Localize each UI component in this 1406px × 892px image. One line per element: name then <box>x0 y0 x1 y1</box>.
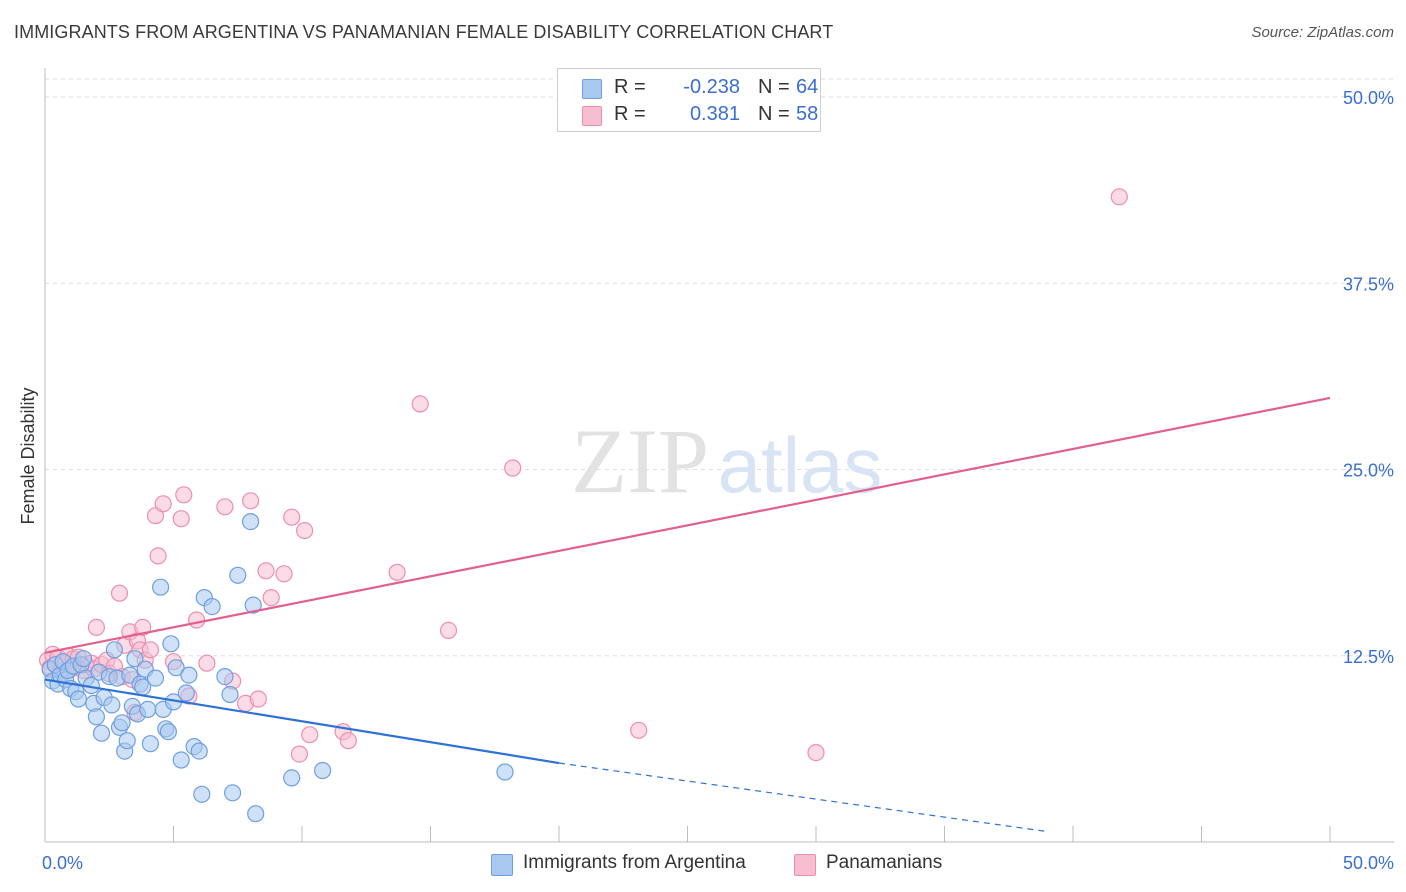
data-point-panamanians <box>141 641 159 659</box>
data-point-panamanians <box>154 495 172 513</box>
data-point-argentina <box>105 641 124 659</box>
legend-swatch-blue <box>491 854 513 876</box>
gridlines <box>45 78 1394 657</box>
data-point-panamanians <box>188 611 206 629</box>
data-point-argentina <box>247 805 265 823</box>
data-point-argentina <box>216 667 234 686</box>
data-point-argentina <box>244 596 262 614</box>
y-tick-label: 37.5% <box>1343 274 1394 294</box>
data-point-argentina <box>193 785 211 803</box>
data-point-argentina <box>229 566 247 584</box>
data-point-panamanians <box>216 498 234 516</box>
watermark-zip: ZIP <box>571 410 709 512</box>
data-point-panamanians <box>807 743 825 762</box>
data-point-argentina <box>496 763 514 781</box>
data-point-panamanians <box>439 621 458 640</box>
data-point-panamanians <box>87 618 106 637</box>
data-point-argentina <box>190 742 208 760</box>
data-point-argentina <box>141 735 159 753</box>
data-point-panamanians <box>339 732 357 750</box>
data-point-argentina <box>283 769 301 787</box>
tick-labels: 12.5% 25.0% 37.5% 50.0% 0.0% 50.0% <box>42 88 1394 873</box>
trendline-argentina-extrapolated <box>558 762 1048 833</box>
data-point-panamanians <box>172 510 190 528</box>
data-point-argentina <box>159 723 177 741</box>
r-value: 0.381 <box>689 103 740 125</box>
trendlines <box>44 396 1331 833</box>
r-label: R = <box>614 103 646 125</box>
data-point-argentina <box>167 659 185 677</box>
data-point-panamanians <box>249 690 267 708</box>
data-point-argentina <box>180 666 198 684</box>
r-value: -0.238 <box>683 76 740 98</box>
legend-label: Immigrants from Argentina <box>523 852 746 873</box>
watermark-atlas: atlas <box>718 421 883 509</box>
data-point-panamanians <box>175 486 193 504</box>
data-point-argentina <box>87 708 106 726</box>
data-point-panamanians <box>283 508 301 526</box>
data-point-argentina <box>177 684 195 702</box>
data-point-argentina <box>103 696 121 714</box>
watermark: ZIP atlas <box>571 410 882 512</box>
data-point-argentina <box>139 700 157 719</box>
data-point-argentina <box>146 669 165 687</box>
data-point-panamanians <box>290 745 308 763</box>
data-point-argentina <box>152 578 170 596</box>
data-point-argentina <box>172 751 190 769</box>
data-point-panamanians <box>630 721 648 739</box>
data-point-panamanians <box>242 492 260 510</box>
legend-swatch-pink <box>582 106 602 126</box>
data-point-panamanians <box>1110 188 1128 206</box>
correlation-legend: R = -0.238 N = 64 R = 0.381 N = 58 <box>557 68 821 132</box>
r-label: R = <box>614 76 646 98</box>
data-point-argentina <box>69 690 88 708</box>
y-tick-label: 50.0% <box>1343 88 1394 108</box>
data-point-panamanians <box>411 395 429 413</box>
data-point-panamanians <box>110 584 129 602</box>
data-point-panamanians <box>275 565 293 583</box>
data-point-panamanians <box>301 726 319 744</box>
legend-swatch-blue <box>582 79 602 99</box>
data-point-panamanians <box>257 562 275 580</box>
data-point-panamanians <box>134 618 152 637</box>
data-point-argentina <box>162 635 180 653</box>
n-value: 58 <box>796 103 819 125</box>
source-credit: Source: ZipAtlas.com <box>1251 24 1394 41</box>
chart-title: IMMIGRANTS FROM ARGENTINA VS PANAMANIAN … <box>14 22 834 42</box>
data-point-argentina <box>118 732 136 750</box>
data-point-panamanians <box>146 507 165 525</box>
data-point-argentina <box>74 650 93 668</box>
series-argentina <box>41 512 514 823</box>
data-point-panamanians <box>149 547 167 565</box>
legend-swatch-pink <box>794 854 816 876</box>
n-value: 64 <box>796 76 819 98</box>
y-tick-label: 12.5% <box>1343 647 1394 667</box>
data-point-panamanians <box>296 521 314 540</box>
data-point-argentina <box>242 512 260 531</box>
x-tick-label: 0.0% <box>42 853 83 873</box>
series-legend: Immigrants from Argentina Panamanians <box>0 852 1406 878</box>
data-point-panamanians <box>198 654 216 672</box>
n-label: N = <box>758 76 790 98</box>
data-point-argentina <box>224 784 242 802</box>
data-point-panamanians <box>504 459 522 477</box>
data-point-argentina <box>113 714 131 732</box>
n-label: N = <box>758 103 790 125</box>
y-axis-label: Female Disability <box>18 387 38 524</box>
data-point-panamanians <box>388 563 406 581</box>
data-point-argentina <box>221 685 239 704</box>
data-point-argentina <box>314 761 332 780</box>
axes <box>44 68 1394 843</box>
data-point-panamanians <box>262 588 280 607</box>
data-point-argentina <box>203 597 221 616</box>
x-tick-label: 50.0% <box>1343 853 1394 873</box>
trendline-panamanians <box>44 396 1331 654</box>
data-point-argentina <box>126 650 144 668</box>
y-tick-label: 25.0% <box>1343 461 1394 481</box>
trendline-argentina <box>44 678 560 765</box>
data-point-argentina <box>92 724 111 742</box>
legend-label: Panamanians <box>826 852 943 873</box>
